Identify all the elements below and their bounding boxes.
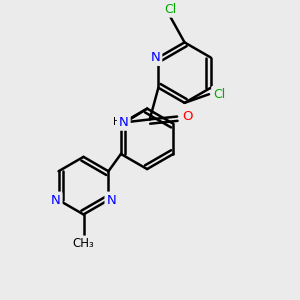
Text: O: O [182,110,192,123]
Text: N: N [51,194,61,206]
Text: CH₃: CH₃ [73,237,94,250]
Text: Cl: Cl [213,88,225,101]
Text: N: N [151,51,160,64]
Text: N: N [106,194,116,206]
Text: Cl: Cl [164,3,176,16]
Text: H: H [113,117,121,127]
Text: N: N [119,116,129,129]
